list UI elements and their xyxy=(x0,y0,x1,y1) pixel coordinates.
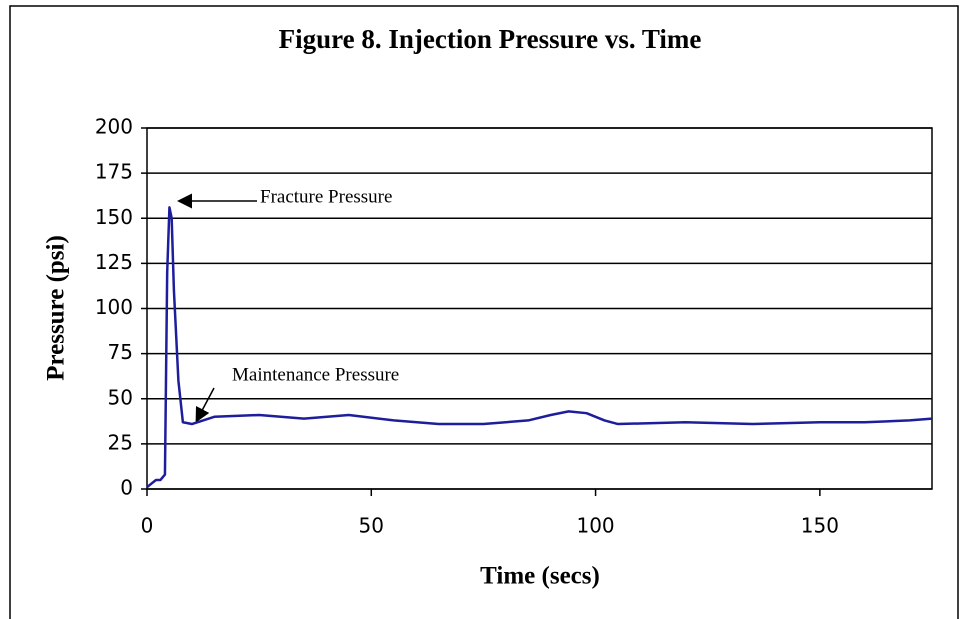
frame xyxy=(9,5,959,619)
annotation: Fracture Pressure xyxy=(260,186,392,207)
y-tick-label: 0 xyxy=(120,476,133,500)
x-tick-label: 100 xyxy=(576,514,614,538)
y-tick-label: 25 xyxy=(108,430,133,454)
x-tick-label: 150 xyxy=(801,514,839,538)
data-line xyxy=(146,206,933,489)
annotation-arrow xyxy=(195,387,215,423)
x-tick-label: 50 xyxy=(359,514,384,538)
chart-title: Figure 8. Injection Pressure vs. Time xyxy=(279,24,702,54)
y-tick-label: 125 xyxy=(95,250,133,274)
y-tick-label: 200 xyxy=(95,115,133,139)
plot-area xyxy=(146,127,933,490)
x-tick-label: 0 xyxy=(141,514,154,538)
x-axis-label: Time (secs) xyxy=(480,563,600,590)
y-tick-label: 100 xyxy=(95,295,133,319)
y-tick-label: 50 xyxy=(108,385,133,409)
y-tick-label: 75 xyxy=(108,340,133,364)
annotation: Maintenance Pressure xyxy=(232,364,399,385)
y-tick-label: 150 xyxy=(95,205,133,229)
y-tick-label: 175 xyxy=(95,160,133,184)
y-axis-label: Pressure (psi) xyxy=(43,235,70,381)
